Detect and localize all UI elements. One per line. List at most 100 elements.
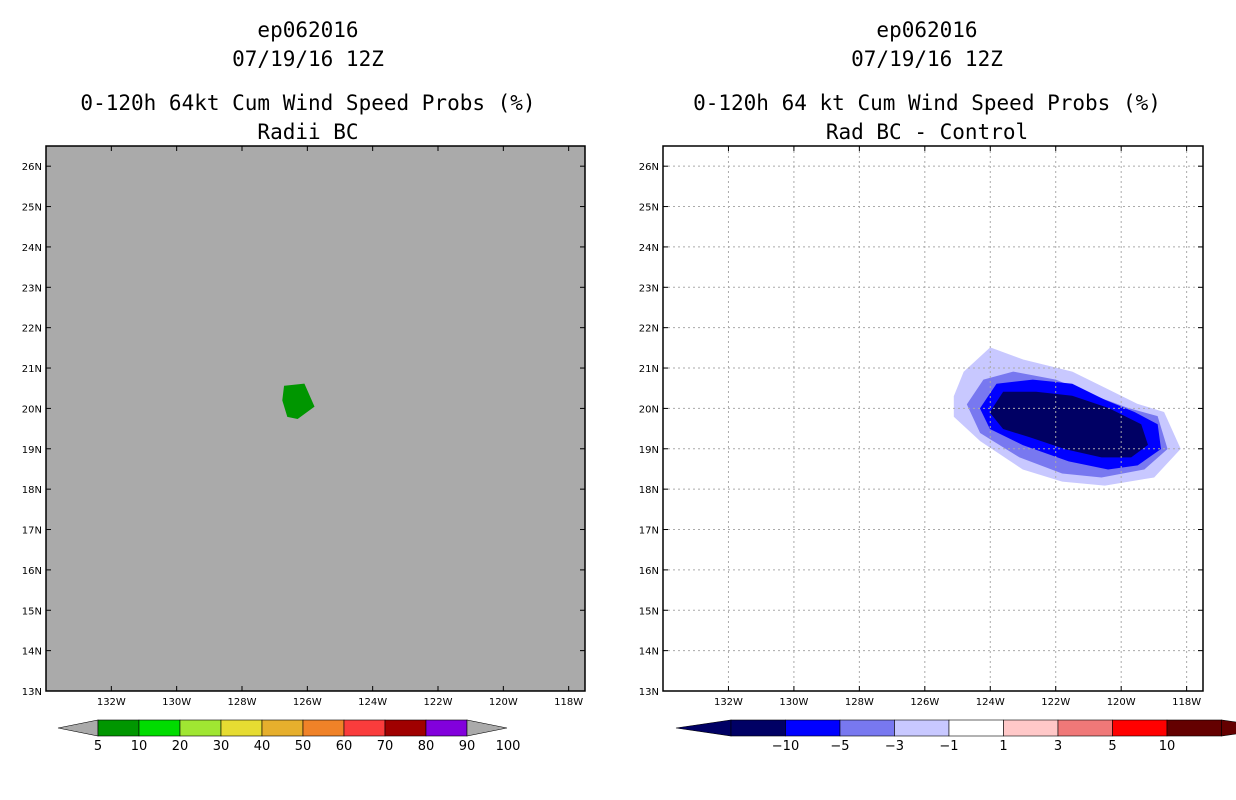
y-tick-label: 21N <box>22 364 42 375</box>
right-chart-title: 0-120h 64 kt Cum Wind Speed Probs (%) <box>693 91 1161 115</box>
y-tick-label: 21N <box>639 364 659 375</box>
x-tick-label: 118W <box>1172 697 1201 708</box>
colorbar-swatch <box>97 719 140 737</box>
x-tick-label: 132W <box>714 697 743 708</box>
y-tick-label: 19N <box>639 445 659 456</box>
y-tick-label: 16N <box>22 566 42 577</box>
colorbar-label: 70 <box>377 739 394 754</box>
colorbar-swatch <box>1057 719 1113 737</box>
colorbar-label: 10 <box>131 739 148 754</box>
right-chart-subtitle: Rad BC - Control <box>825 120 1029 144</box>
x-tick-label: 122W <box>424 697 453 708</box>
colorbar-label: 40 <box>254 739 271 754</box>
colorbar-low-extend <box>675 719 732 737</box>
right-storm-id: ep062016 <box>876 18 978 42</box>
colorbar: −10 −5 −3 −1 1 3 5 10 <box>675 719 1236 754</box>
colorbar-swatch <box>343 719 386 737</box>
plot-frame <box>45 145 586 692</box>
x-tick-label: 132W <box>97 697 126 708</box>
colorbar-label: 50 <box>295 739 312 754</box>
x-tick-label: 126W <box>910 697 939 708</box>
colorbar-label: 5 <box>1108 739 1116 754</box>
colorbar-label: −10 <box>772 739 799 754</box>
y-tick-label: 13N <box>639 687 659 698</box>
y-tick-label: 17N <box>639 526 659 537</box>
y-tick-label: 23N <box>639 283 659 294</box>
y-tick-label: 20N <box>639 404 659 415</box>
colorbar-swatch <box>179 719 222 737</box>
colorbar-swatch <box>138 719 181 737</box>
colorbar-swatch <box>730 719 786 737</box>
x-tick-label: 128W <box>845 697 874 708</box>
left-date: 07/19/16 12Z <box>232 47 384 71</box>
colorbar-swatch <box>425 719 468 737</box>
colorbar-high-extend <box>466 719 508 737</box>
x-tick-label: 130W <box>162 697 191 708</box>
y-tick-label: 15N <box>22 606 42 617</box>
y-tick-label: 23N <box>22 283 42 294</box>
colorbar-swatch <box>384 719 427 737</box>
colorbar-swatch <box>1166 719 1222 737</box>
colorbar-high-extend <box>1221 719 1236 737</box>
colorbar-label: −3 <box>885 739 904 754</box>
colorbar-swatch <box>1112 719 1168 737</box>
colorbar-swatch <box>302 719 345 737</box>
x-tick-label: 126W <box>293 697 322 708</box>
left-storm-id: ep062016 <box>257 18 359 42</box>
x-tick-label: 122W <box>1041 697 1070 708</box>
colorbar-swatch <box>894 719 950 737</box>
colorbar-swatch <box>785 719 841 737</box>
colorbar-swatch <box>261 719 304 737</box>
colorbar: 5 10 20 30 40 50 60 70 80 90 100 <box>57 719 521 754</box>
y-tick-label: 13N <box>22 687 42 698</box>
x-tick-label: 124W <box>358 697 387 708</box>
y-tick-label: 18N <box>639 485 659 496</box>
y-tick-label: 17N <box>22 526 42 537</box>
y-tick-label: 16N <box>639 566 659 577</box>
x-tick-label: 130W <box>779 697 808 708</box>
y-tick-label: 26N <box>639 162 659 173</box>
colorbar-label: −1 <box>939 739 958 754</box>
colorbar-swatch <box>948 719 1004 737</box>
x-tick-label: 118W <box>554 697 583 708</box>
colorbar-label: 90 <box>459 739 476 754</box>
y-tick-label: 22N <box>22 324 42 335</box>
colorbar-label: 80 <box>418 739 435 754</box>
contour-level-0 <box>282 383 315 420</box>
x-tick-label: 120W <box>489 697 518 708</box>
colorbar-label: 3 <box>1054 739 1062 754</box>
plot-background <box>46 146 585 691</box>
y-tick-label: 19N <box>22 445 42 456</box>
left-chart-title: 0-120h 64kt Cum Wind Speed Probs (%) <box>80 91 536 115</box>
plot-frame <box>662 145 1204 692</box>
y-tick-label: 25N <box>22 203 42 214</box>
y-tick-label: 24N <box>639 243 659 254</box>
colorbar-label: 20 <box>172 739 189 754</box>
left-chart-subtitle: Radii BC <box>257 120 359 144</box>
y-tick-label: 25N <box>639 203 659 214</box>
y-tick-label: 15N <box>639 606 659 617</box>
colorbar-label: −5 <box>830 739 849 754</box>
y-tick-label: 20N <box>22 404 42 415</box>
y-tick-label: 22N <box>639 324 659 335</box>
y-tick-label: 14N <box>639 647 659 658</box>
colorbar-label: 10 <box>1159 739 1176 754</box>
colorbar-label: 100 <box>496 739 521 754</box>
y-tick-label: 18N <box>22 485 42 496</box>
colorbar-label: 30 <box>213 739 230 754</box>
colorbar-label: 1 <box>999 739 1007 754</box>
chart-panel-1: 132W 130W 128W 126W 124W 122W 120W 118W13N14N15… <box>639 145 1236 754</box>
x-tick-label: 124W <box>976 697 1005 708</box>
right-date: 07/19/16 12Z <box>851 47 1003 71</box>
colorbar-swatch <box>220 719 263 737</box>
colorbar-label: 60 <box>336 739 353 754</box>
chart-panel-0: 132W 130W 128W 126W 124W 122W 120W 118W 13N 14N 15… <box>22 145 586 754</box>
colorbar-swatch <box>1003 719 1059 737</box>
x-tick-label: 120W <box>1107 697 1136 708</box>
x-tick-label: 128W <box>228 697 257 708</box>
colorbar-low-extend <box>57 719 99 737</box>
y-tick-label: 24N <box>22 243 42 254</box>
colorbar-label: 5 <box>94 739 102 754</box>
y-tick-label: 26N <box>22 162 42 173</box>
